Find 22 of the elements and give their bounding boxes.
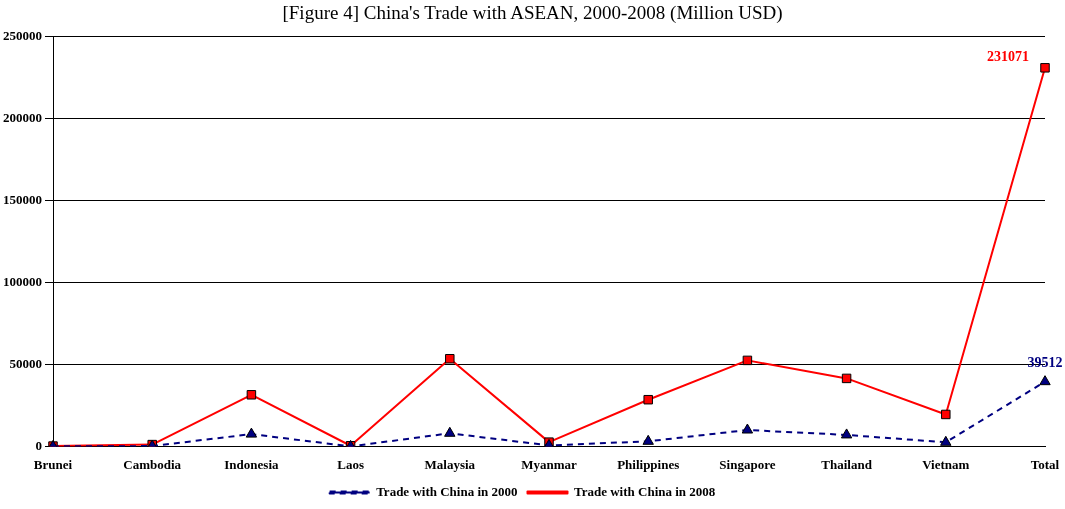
x-tick-label: Philippines [617, 456, 680, 472]
x-tick-label: Thailand [821, 456, 873, 472]
y-tick-label: 100000 [3, 273, 42, 289]
legend-label: Trade with China in 2000 [376, 483, 518, 499]
x-tick-label: Total [1030, 456, 1060, 472]
y-tick-label: 250000 [3, 28, 42, 44]
x-tick-label: Singapore [719, 456, 776, 472]
y-tick-label: 50000 [9, 355, 42, 371]
legend-label: Trade with China in 2008 [574, 483, 716, 499]
data-label: 39512 [1027, 355, 1063, 371]
y-tick-label: 0 [35, 437, 42, 453]
x-tick-label: Indonesia [224, 456, 279, 472]
x-tick-label: Malaysia [424, 456, 476, 472]
chart-title: [Figure 4] China's Trade with ASEAN, 2000-2008 (Million USD) [281, 1, 784, 25]
y-tick-label: 200000 [3, 110, 42, 126]
y-tick-label: 150000 [3, 192, 42, 207]
x-tick-label: Vietnam [922, 456, 970, 472]
x-tick-label: Cambodia [123, 456, 182, 472]
x-tick-label: Brunei [33, 456, 73, 472]
x-tick-label: Laos [337, 456, 364, 472]
x-tick-label: Myanmar [521, 456, 578, 472]
data-label: 231071 [987, 49, 1029, 65]
